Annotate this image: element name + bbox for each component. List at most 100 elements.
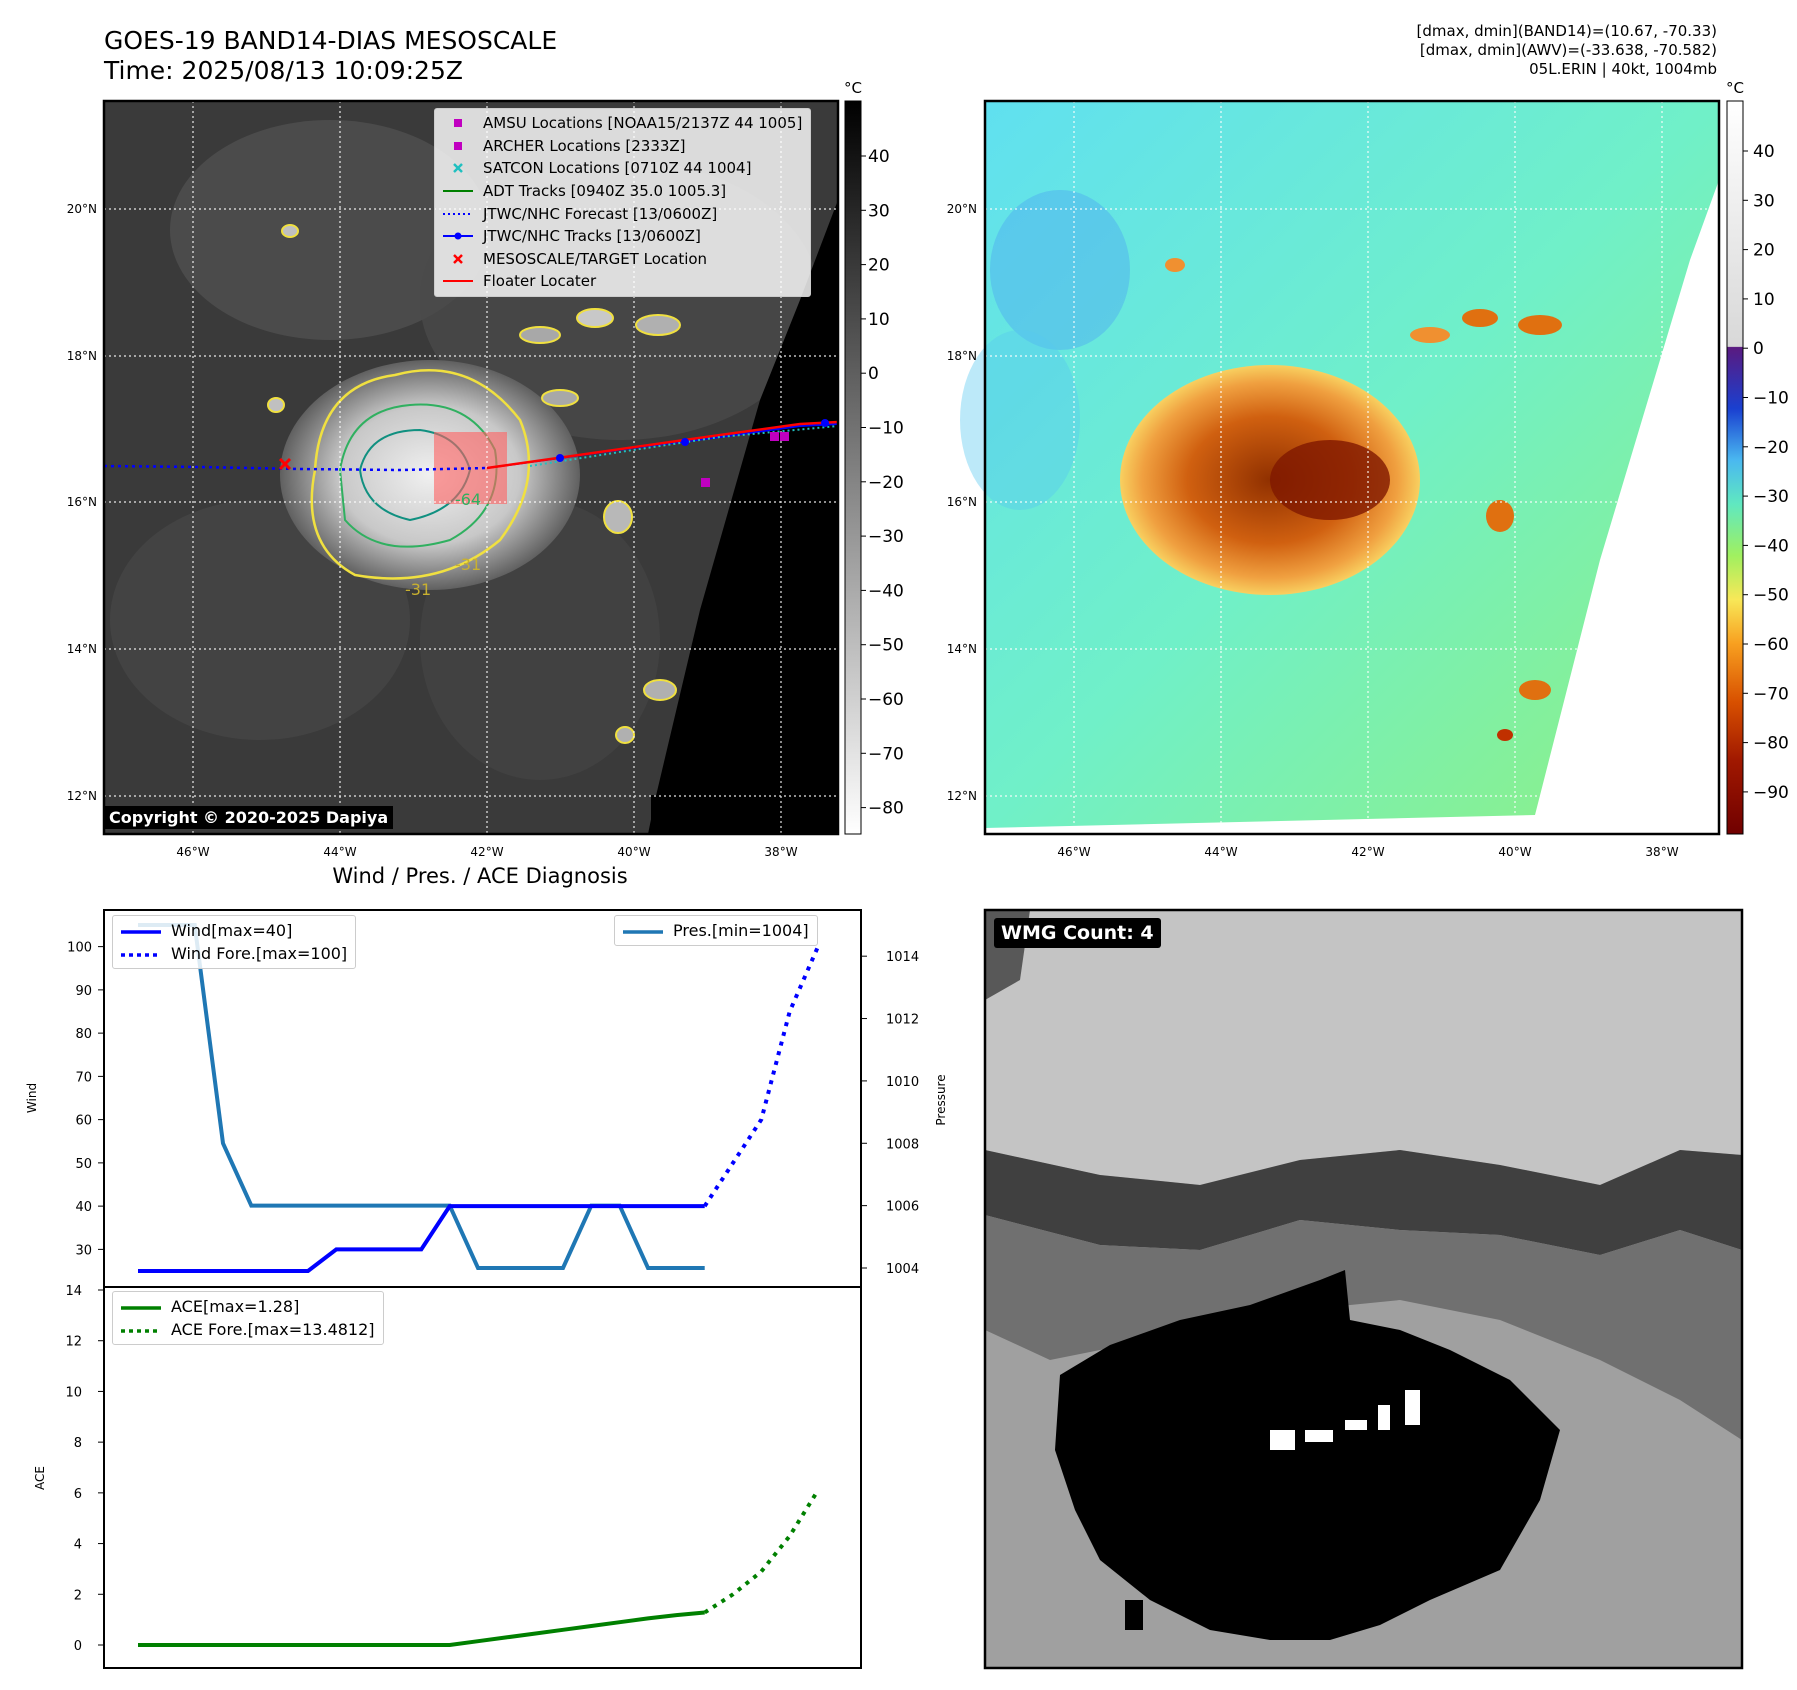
map-legend-item: AMSU Locations [NOAA15/2137Z 44 1005] — [443, 112, 802, 135]
map-legend-label: JTWC/NHC Forecast [13/0600Z] — [483, 204, 718, 223]
lon-tick-44-r: 44°W — [1204, 845, 1237, 859]
lon-tick-40: 40°W — [617, 845, 650, 859]
colorbar-right-tick-label: 20 — [1753, 241, 1775, 261]
title-line-2: Time: 2025/08/13 10:09:25Z — [104, 56, 463, 85]
ace-tick-label: 2 — [74, 1588, 82, 1603]
colorbar-right-tick-label: −20 — [1753, 438, 1789, 458]
wmg-count-label: WMG Count: 4 — [994, 918, 1161, 948]
colorbar-right-tick-label: 40 — [1753, 142, 1775, 162]
pres-tick-label: 1014 — [886, 950, 919, 965]
map-left-axis-labels: 46°W 44°W 42°W 40°W 38°W 20°N 18°N 16°N … — [67, 202, 798, 859]
ace-legend: ACE[max=1.28] ACE Fore.[max=13.4812] — [112, 1291, 384, 1345]
map-legend-item: JTWC/NHC Forecast [13/0600Z] — [443, 202, 802, 225]
map-legend-label: AMSU Locations [NOAA15/2137Z 44 1005] — [483, 114, 803, 133]
colorbar-left-tick-label: −20 — [868, 473, 904, 493]
colorbar-left-tick-label: 20 — [868, 256, 890, 276]
info-line-2: [dmax, dmin](AWV)=(-33.638, -70.582) — [1419, 41, 1717, 59]
lon-tick-46-r: 46°W — [1057, 845, 1090, 859]
colorbar-right-tick-label: −90 — [1753, 783, 1789, 803]
lat-tick-16-r: 16°N — [947, 495, 977, 509]
colorbar-left-tick-label: −30 — [868, 527, 904, 547]
colorbar-right: °C 40 30 20 10 0 −10 −20 −30 −40 −50 −60 −70 −80 −90 — [1726, 79, 1789, 835]
lon-tick-42-r: 42°W — [1351, 845, 1384, 859]
diagnosis-title: Wind / Pres. / ACE Diagnosis — [332, 864, 628, 888]
wind-tick-label: 30 — [75, 1243, 92, 1258]
ace-tick-label: 8 — [74, 1436, 82, 1451]
contour-label-3: -31 — [455, 555, 481, 574]
wmg-panel — [983, 908, 1744, 1670]
colorbar-right-tick-label: 30 — [1753, 191, 1775, 211]
map-legend-swatch — [443, 207, 473, 221]
colorbar-right-tick-label: −70 — [1753, 684, 1789, 704]
lat-tick-12-r: 12°N — [947, 789, 977, 803]
copyright-label: Copyright © 2020-2025 Dapiya — [104, 806, 394, 829]
map-legend-swatch — [443, 116, 473, 130]
colorbar-left-tick-label: 30 — [868, 201, 890, 221]
colorbar-left-tick-label: −40 — [868, 581, 904, 601]
lat-tick-12: 12°N — [67, 789, 97, 803]
lon-tick-44: 44°W — [323, 845, 356, 859]
map-legend-swatch — [443, 229, 473, 243]
ace-tick-label: 6 — [74, 1487, 82, 1502]
lat-tick-18: 18°N — [67, 349, 97, 363]
colorbar-left-tick-label: −10 — [868, 419, 904, 439]
map-legend-item: JTWC/NHC Tracks [13/0600Z] — [443, 225, 802, 248]
pres-tick-label: 1012 — [886, 1013, 919, 1028]
colorbar-left-tick-label: 10 — [868, 310, 890, 330]
map-legend-item: MESOSCALE/TARGET Location — [443, 248, 802, 271]
lat-tick-20: 20°N — [67, 202, 97, 216]
colorbar-left-tick-label: 40 — [868, 147, 890, 167]
wind-tick-label: 50 — [75, 1157, 92, 1172]
legend-ace-fore-swatch — [121, 1323, 161, 1337]
colorbar-left-tick-label: −80 — [868, 799, 904, 819]
wind-ylabel: Wind — [25, 1083, 39, 1113]
map-legend-label: JTWC/NHC Tracks [13/0600Z] — [483, 227, 701, 246]
wind-forecast-line — [703, 945, 820, 1208]
map-legend-swatch — [443, 139, 473, 153]
lon-tick-40-r: 40°W — [1498, 845, 1531, 859]
ace-forecast-line — [703, 1489, 820, 1615]
wind-tick-label: 100 — [67, 941, 92, 956]
wind-tick-label: 70 — [75, 1070, 92, 1085]
pres-tick-label: 1008 — [886, 1137, 919, 1152]
colorbar-left-tick-label: −60 — [868, 690, 904, 710]
map-legend-label: SATCON Locations [0710Z 44 1004] — [483, 159, 752, 178]
info-line-1: [dmax, dmin](BAND14)=(10.67, -70.33) — [1416, 22, 1717, 40]
colorbar-right-unit: °C — [1726, 79, 1744, 97]
ace-tick-label: 0 — [74, 1639, 82, 1654]
map-legend-swatch — [443, 161, 473, 175]
lon-tick-46: 46°W — [176, 845, 209, 859]
map-legend-swatch — [443, 274, 473, 288]
colorbar-right-tick-label: −10 — [1753, 389, 1789, 409]
ace-ylabel: ACE — [33, 1466, 47, 1490]
lon-tick-42: 42°W — [470, 845, 503, 859]
colorbar-left-tick-label: 0 — [868, 364, 879, 384]
map-legend: AMSU Locations [NOAA15/2137Z 44 1005] ARC… — [434, 108, 812, 297]
pres-legend: Pres.[min=1004] — [614, 915, 818, 946]
legend-ace-swatch — [121, 1300, 161, 1314]
colorbar-right-tick-label: 0 — [1753, 339, 1764, 359]
info-line-3: 05L.ERIN | 40kt, 1004mb — [1529, 60, 1717, 78]
colorbar-right-tick-label: −30 — [1753, 487, 1789, 507]
title-line-1: GOES-19 BAND14-DIAS MESOSCALE — [104, 26, 558, 55]
lon-tick-38-r: 38°W — [1645, 845, 1678, 859]
map-legend-item: ARCHER Locations [2333Z] — [443, 135, 802, 158]
legend-wind-swatch — [121, 924, 161, 938]
figure-title: GOES-19 BAND14-DIAS MESOSCALE Time: 2025… — [104, 26, 557, 86]
lat-tick-14: 14°N — [67, 642, 97, 656]
lat-tick-16: 16°N — [67, 495, 97, 509]
legend-wind-label: Wind[max=40] — [171, 921, 293, 940]
pres-ylabel: Pressure — [934, 1074, 948, 1125]
legend-pres-swatch — [623, 924, 663, 938]
colorbar-left-tick-label: −70 — [868, 744, 904, 764]
ace-line — [138, 1610, 705, 1647]
map-right — [960, 99, 1721, 836]
lat-tick-20-r: 20°N — [947, 202, 977, 216]
ace-tick-label: 10 — [65, 1385, 82, 1400]
wind-tick-label: 80 — [75, 1027, 92, 1042]
pres-tick-label: 1006 — [886, 1200, 919, 1215]
storm-info: [dmax, dmin](BAND14)=(10.67, -70.33) [dm… — [1417, 22, 1717, 79]
pres-tick-label: 1010 — [886, 1075, 919, 1090]
wind-tick-label: 40 — [75, 1200, 92, 1215]
colorbar-left: °C 40 30 20 10 0 −10 −20 −30 −40 −50 −60 −70 −80 — [844, 79, 904, 835]
